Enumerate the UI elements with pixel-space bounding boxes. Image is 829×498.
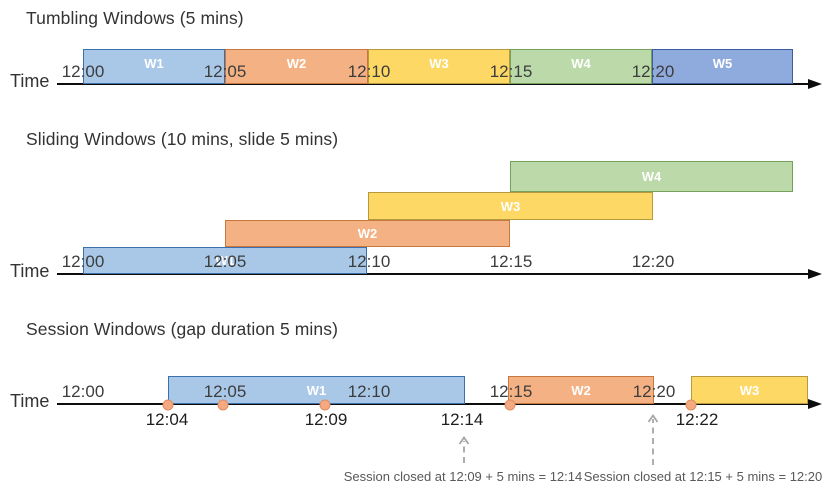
time-tick-label: 12:10 [347,382,391,401]
window-box-w2: W2 [225,220,510,247]
window-box-w3: W3 [691,376,808,404]
time-axis-label: Time [10,71,50,91]
event-dot [217,399,229,411]
time-tick-label: 12:05 [203,252,247,271]
window-box-w5: W5 [652,49,793,84]
time-tick-label: 12:05 [203,382,247,401]
event-time-label: 12:04 [145,410,189,429]
event-time-label: 12:14 [440,410,484,429]
window-label: W1 [144,56,164,71]
time-tick-label: 12:00 [61,62,105,81]
time-axis-label: Time [10,261,50,281]
time-tick-label: 12:20 [631,252,675,271]
window-label: W2 [286,56,307,71]
event-dot [162,399,174,411]
timeline [57,273,808,275]
window-label: W2 [357,226,378,241]
time-tick-label: 12:20 [632,382,676,401]
window-box-w1: W1 [83,49,225,84]
window-box-w3: W3 [368,49,510,84]
event-dot [685,399,697,411]
section-title: Session Windows (gap duration 5 mins) [26,319,339,339]
time-axis-label: Time [10,391,50,411]
time-tick-label: 12:00 [61,382,105,401]
event-time-label: 12:22 [675,410,719,429]
window-label: W1 [215,253,235,268]
time-tick-label: 12:00 [61,252,105,271]
window-label: W4 [641,169,662,184]
window-label: W1 [306,382,327,398]
window-box-w2: W2 [225,49,368,84]
window-label: W4 [571,56,591,71]
window-label: W3 [500,198,521,214]
callout-text: Session closed at 12:09 + 5 mins = 12:14 [343,469,583,484]
time-tick-label: 12:05 [203,62,247,81]
window-box-w1: W1 [83,247,367,274]
section-title: Sliding Windows (10 mins, slide 5 mins) [26,129,339,149]
time-tick-label: 12:15 [489,62,533,81]
timeline-arrowhead-icon [808,268,822,279]
event-dot [319,399,331,411]
time-tick-label: 12:10 [347,62,391,81]
time-tick-label: 12:15 [489,252,533,271]
window-label: W3 [739,382,760,398]
callout-text: Session closed at 12:15 + 5 mins = 12:20 [583,469,823,484]
time-tick-label: 12:15 [489,382,533,401]
timeline [57,403,808,405]
window-box-w4: W4 [510,49,652,84]
event-time-label: 12:09 [304,410,348,429]
time-tick-label: 12:10 [347,252,391,271]
section-title: Tumbling Windows (5 mins) [26,8,244,28]
window-box-w2: W2 [508,376,654,404]
window-label: W3 [429,56,449,71]
timeline-arrowhead-icon [808,398,822,409]
event-dot [504,399,516,411]
window-label: W2 [571,382,591,398]
time-tick-label: 12:20 [631,62,675,81]
timeline [57,83,808,85]
window-box-w3: W3 [368,192,653,220]
callout-arrow-icon [647,413,659,465]
callout-arrow-icon [458,435,470,463]
timeline-arrowhead-icon [808,78,822,89]
window-box-w1: W1 [168,376,465,404]
window-box-w4: W4 [510,161,793,192]
window-label: W5 [712,56,733,71]
